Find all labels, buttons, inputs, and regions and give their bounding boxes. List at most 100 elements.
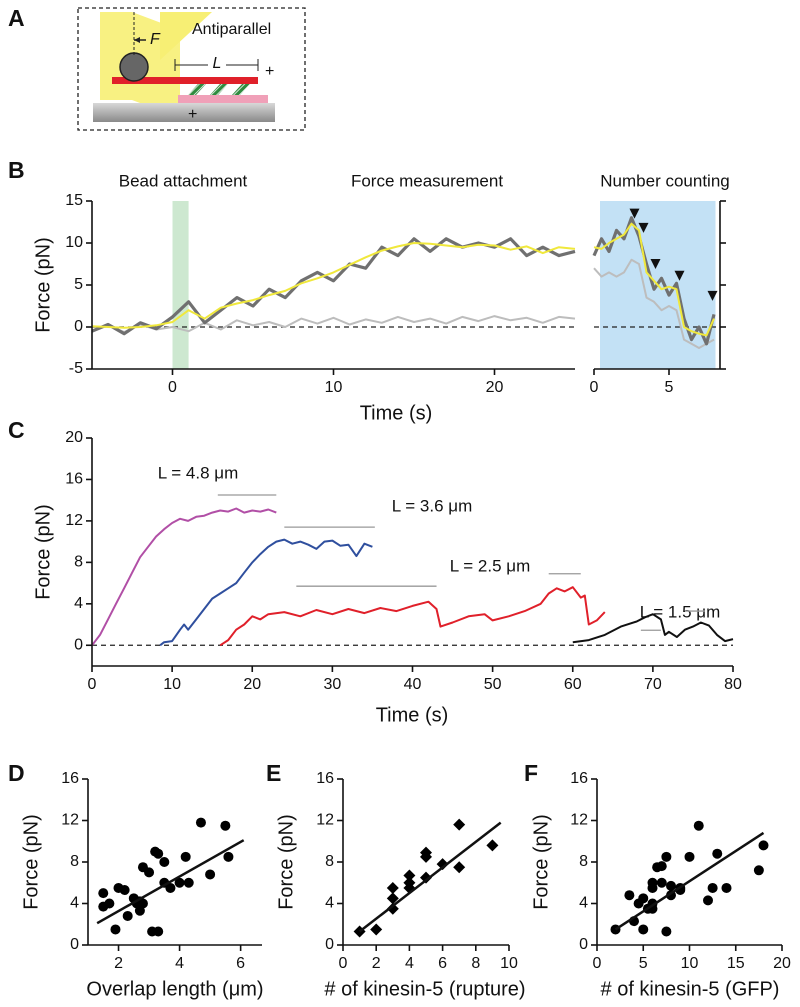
x-tick-label: 0 — [339, 955, 348, 972]
y-tick-label: 12 — [61, 812, 79, 829]
series-line — [91, 237, 576, 336]
scatter-point — [386, 902, 399, 915]
diagram-title: Antiparallel — [192, 21, 271, 38]
scatter-point — [638, 924, 649, 935]
x-tick-label: 40 — [404, 676, 422, 693]
panel-letter: A — [8, 5, 25, 31]
scatter-point — [122, 910, 133, 921]
x-tick-label: 10 — [681, 955, 699, 972]
scatter-point — [420, 846, 432, 859]
series-label: L = 2.5 μm — [450, 556, 531, 575]
motor — [210, 84, 228, 95]
series-label: L = 3.6 μm — [392, 496, 473, 515]
series-line — [572, 613, 734, 644]
scatter-point — [174, 877, 185, 888]
scatter-point — [195, 817, 206, 828]
scatter-point — [220, 820, 231, 831]
event-marker — [707, 290, 718, 301]
x-tick-label: 50 — [484, 676, 502, 693]
x-tick-label: 15 — [727, 955, 745, 972]
glass-surface — [93, 103, 275, 122]
x-tick-label: 30 — [323, 676, 341, 693]
chart-panel: L = 4.8 μm L = 3.6 μm L = 2.5 μm L = 1.5 μm… — [8, 417, 742, 726]
force-arrow — [134, 37, 140, 43]
scatter-point — [98, 888, 109, 899]
y-tick-label: 12 — [65, 512, 83, 529]
chart-panel: 0 5 Number counting — [590, 171, 730, 396]
y-axis-label: Force (pN) — [32, 504, 54, 600]
scatter-point — [656, 877, 667, 888]
chart-panel: 0 4 8 12 16 0 2 4 6 8 10 E Force (pN) # of kinesin-5 … — [266, 760, 526, 1000]
x-tick-label: 20 — [486, 379, 504, 396]
force-label: F — [150, 31, 161, 48]
bead — [119, 52, 149, 82]
x-tick-label: 6 — [236, 955, 245, 972]
scatter-point — [165, 882, 176, 893]
scatter-point — [104, 898, 115, 909]
event-marker — [638, 222, 649, 233]
y-tick-label: 5 — [74, 276, 83, 293]
scatter-point — [403, 869, 416, 882]
scatter-point — [153, 848, 164, 859]
x-tick-label: 4 — [405, 955, 414, 972]
scatter-point — [386, 881, 399, 894]
x-tick-label: 0 — [590, 379, 599, 396]
scatter-point — [110, 924, 121, 935]
annotation: Number counting — [600, 171, 729, 190]
scatter-point — [638, 893, 649, 904]
plus-sign: + — [265, 63, 274, 80]
scatter-point — [370, 923, 383, 936]
scatter-point — [661, 926, 672, 937]
scatter-point — [144, 867, 155, 878]
scatter-point — [403, 876, 416, 889]
scatter-point — [624, 890, 635, 901]
series-line — [592, 216, 716, 346]
y-tick-label: 16 — [316, 770, 334, 787]
scatter-point — [223, 851, 234, 862]
scatter-point — [753, 865, 764, 876]
chart-panel: 0 4 8 12 16 2 4 6 D Force (pN) Overlap length (μm) — [8, 760, 264, 1000]
x-axis-label: Overlap length (μm) — [86, 978, 263, 1000]
event-marker — [674, 270, 685, 281]
x-tick-label: 4 — [175, 955, 184, 972]
annotation: Force measurement — [351, 171, 503, 190]
x-tick-label: 6 — [438, 955, 447, 972]
y-tick-label: 8 — [325, 853, 334, 870]
fit-line — [614, 831, 765, 931]
length-label: L — [213, 55, 222, 72]
scatter-point — [180, 851, 191, 862]
scatter-point — [721, 882, 732, 893]
x-tick-label: 0 — [168, 379, 177, 396]
series-line — [593, 258, 715, 349]
y-tick-label: 8 — [74, 554, 83, 571]
series-line — [593, 222, 715, 337]
scatter-point — [436, 858, 449, 871]
y-tick-label: 8 — [70, 853, 79, 870]
scatter-point — [758, 840, 769, 851]
scatter-point — [712, 848, 723, 859]
fit-line — [358, 821, 502, 933]
scatter-point — [656, 861, 667, 872]
y-tick-label: 0 — [74, 636, 83, 653]
panel-letter: F — [524, 760, 538, 786]
y-tick-label: 16 — [61, 770, 79, 787]
panel-a-diagram: A F Antiparallel L + + — [8, 5, 306, 131]
x-tick-label: 0 — [593, 955, 602, 972]
x-tick-label: 5 — [665, 379, 674, 396]
chart-panel: 0 4 8 12 16 0 5 10 15 20 F Force (pN) # of kinesin-5… — [524, 760, 791, 1000]
y-tick-label: 0 — [579, 936, 588, 953]
x-tick-label: 70 — [644, 676, 662, 693]
scatter-point — [453, 818, 466, 831]
scatter-point — [707, 882, 718, 893]
motor — [188, 84, 206, 95]
x-tick-label: 0 — [88, 676, 97, 693]
chart-panel: -5 0 5 10 15 0 10 20 B Force (pN) Time (s) Bead att… — [8, 157, 576, 424]
scatter-point — [647, 877, 658, 888]
series-line — [91, 242, 576, 329]
surface-microtubule — [178, 95, 268, 103]
y-tick-label: 4 — [325, 895, 334, 912]
y-tick-label: 4 — [579, 895, 588, 912]
diagram-frame — [77, 7, 306, 131]
x-axis-label: # of kinesin-5 (rupture) — [324, 978, 525, 1000]
